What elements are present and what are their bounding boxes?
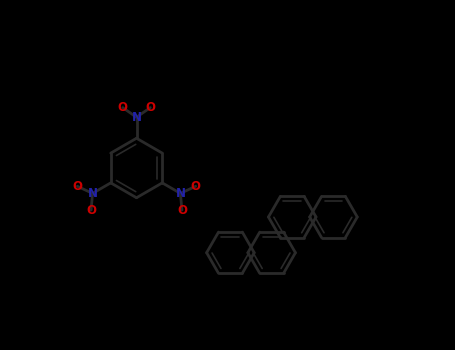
Text: O: O (118, 101, 128, 114)
Text: N: N (87, 187, 97, 200)
Text: N: N (131, 111, 142, 124)
Text: O: O (177, 204, 187, 217)
Text: N: N (176, 187, 186, 200)
Text: O: O (145, 101, 155, 114)
Text: O: O (72, 180, 82, 193)
Text: O: O (86, 204, 96, 217)
Text: O: O (191, 180, 201, 193)
